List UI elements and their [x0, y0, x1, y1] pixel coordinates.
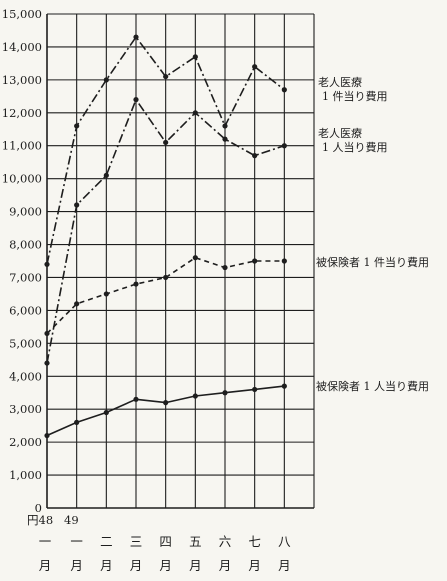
data-point	[163, 139, 169, 146]
data-point	[192, 255, 198, 261]
x-month-label: 月	[278, 558, 291, 573]
x-tick-label: 八	[278, 534, 291, 549]
data-point	[103, 77, 109, 83]
x-tick-label: 四	[159, 534, 172, 549]
data-point	[192, 393, 198, 399]
series-label: 老人医療	[318, 75, 362, 89]
x-year-label: 49	[64, 513, 79, 527]
x-tick-label: 六	[219, 534, 232, 549]
data-point	[103, 291, 109, 297]
x-tick-label: 三	[130, 534, 143, 549]
y-tick-label: 10,000	[2, 172, 42, 186]
data-point	[192, 54, 198, 60]
x-tick-label: 七	[248, 534, 261, 549]
series-label: 1 人当り費用	[322, 140, 388, 154]
y-tick-label: 6,000	[9, 303, 42, 317]
data-point	[74, 301, 80, 307]
data-point	[44, 330, 50, 337]
data-point	[252, 386, 258, 393]
x-month-label: 月	[130, 558, 143, 573]
y-tick-label: 2,000	[9, 435, 42, 449]
data-point	[252, 153, 258, 159]
y-axis-tick-labels: 0 1,000 2,000 3,000 4,000 5,000 6,000 7,000 8,00…	[2, 7, 42, 515]
x-tick-label: 五	[189, 534, 202, 549]
y-tick-label: 4,000	[9, 369, 42, 383]
data-point	[252, 258, 258, 264]
x-month-label: 月	[39, 558, 52, 573]
x-month-label: 月	[219, 558, 232, 573]
data-point	[192, 110, 198, 116]
y-tick-label: 0	[35, 501, 42, 515]
data-point	[222, 123, 228, 129]
data-point	[133, 281, 139, 287]
y-tick-label: 7,000	[9, 270, 42, 284]
y-tick-label: 12,000	[2, 106, 42, 120]
x-month-label: 月	[189, 558, 202, 573]
data-point	[281, 143, 287, 149]
data-point	[133, 396, 139, 402]
data-point	[222, 136, 228, 142]
data-point	[281, 383, 287, 389]
series-label: 老人医療	[318, 126, 362, 140]
y-tick-label: 5,000	[9, 336, 42, 350]
x-tick-label: 一	[70, 534, 83, 549]
data-point	[74, 202, 80, 208]
x-tick-label: 二	[100, 534, 113, 549]
data-point	[74, 123, 80, 129]
series-label: 被保険者 1 件当り費用	[316, 255, 429, 269]
y-tick-label: 11,000	[2, 139, 42, 153]
y-tick-label: 9,000	[9, 205, 42, 219]
y-tick-label: 8,000	[9, 238, 42, 252]
data-point	[103, 172, 109, 178]
x-month-label: 月	[248, 558, 261, 573]
y-tick-label: 13,000	[2, 73, 42, 87]
data-point	[281, 87, 287, 93]
data-point	[163, 73, 169, 80]
data-point	[133, 97, 139, 103]
data-point	[163, 274, 169, 281]
x-month-label: 月	[100, 558, 113, 573]
data-point	[74, 419, 80, 425]
x-year-label: 円48	[27, 513, 53, 527]
data-point	[44, 261, 50, 267]
y-tick-label: 14,000	[2, 40, 42, 54]
x-month-label: 月	[70, 558, 83, 573]
data-point	[133, 34, 139, 40]
data-point	[252, 64, 258, 70]
y-tick-label: 1,000	[9, 468, 42, 482]
series-label: 被保険者 1 人当り費用	[316, 379, 429, 393]
data-point	[103, 409, 109, 416]
data-point	[222, 390, 228, 396]
data-point	[44, 360, 50, 366]
series-lines	[44, 34, 287, 439]
data-point	[281, 258, 287, 264]
data-point	[44, 432, 50, 439]
x-month-label: 月	[159, 558, 172, 573]
data-point	[163, 400, 169, 406]
series-label: 1 件当り費用	[322, 89, 388, 103]
x-tick-label: 一	[39, 534, 52, 549]
y-tick-label: 15,000	[2, 7, 42, 21]
data-point	[222, 264, 228, 271]
y-tick-label: 3,000	[9, 402, 42, 416]
grid	[46, 13, 315, 509]
